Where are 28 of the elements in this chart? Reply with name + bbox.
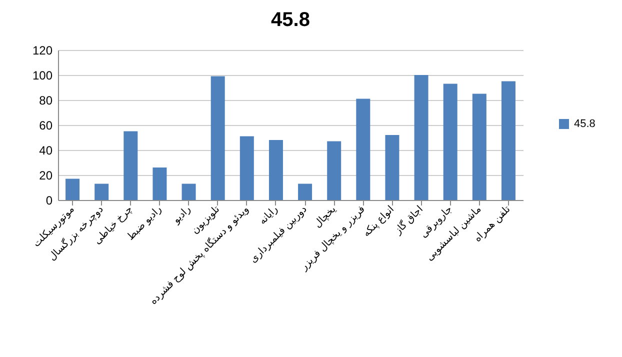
chart-title: 45.8 (271, 9, 310, 31)
bar (240, 136, 254, 200)
bar (443, 84, 458, 200)
bar (501, 81, 516, 200)
y-tick-label: 40 (39, 144, 53, 158)
bar (152, 168, 167, 200)
bar (124, 131, 138, 200)
y-tick-label: 120 (32, 44, 53, 58)
y-tick-label: 60 (39, 118, 53, 132)
x-tick-label: رایانه (257, 204, 280, 228)
bar (472, 94, 486, 200)
legend-label: 45.8 (574, 118, 596, 130)
y-tick-label: 100 (32, 68, 53, 82)
y-tick-label: 80 (39, 94, 53, 108)
bar (94, 184, 109, 200)
x-tick-label: رادیو (170, 204, 194, 227)
x-tick-label: یخچال (312, 204, 338, 230)
bar (356, 98, 370, 200)
bar (385, 135, 400, 200)
bar (182, 184, 196, 200)
bar (298, 184, 312, 200)
bar (210, 76, 225, 200)
bar (268, 140, 283, 200)
y-tick-label: 20 (39, 168, 53, 182)
bar (327, 141, 342, 200)
bar (66, 178, 80, 200)
y-tick-label: 0 (46, 194, 53, 208)
bar (414, 75, 428, 200)
